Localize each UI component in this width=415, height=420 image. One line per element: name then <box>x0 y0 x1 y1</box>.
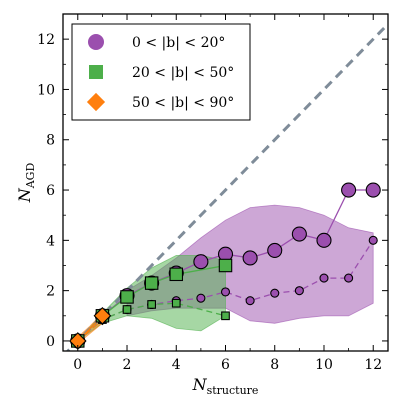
point-lower-series-2 <box>147 300 156 309</box>
legend-marker-2 <box>89 65 103 79</box>
legend-label-2: 20 < |b| < 50° <box>132 65 234 81</box>
x-tick-label: 10 <box>315 357 333 373</box>
x-axis-label: Nstructure <box>192 375 259 397</box>
legend-label-3: 50 < |b| < 90° <box>132 95 234 111</box>
point-upper-series-2 <box>169 267 184 282</box>
y-tick-label: 12 <box>37 32 55 48</box>
point-upper-series-2 <box>218 258 233 273</box>
point-upper-series-1 <box>291 226 307 242</box>
legend-marker-3 <box>86 92 106 112</box>
y-tick-label: 6 <box>46 183 55 199</box>
legend: 0 < |b| < 20° 20 < |b| < 50° 50 < |b| < 90… <box>71 23 251 121</box>
x-axis-label-sub: structure <box>207 384 259 397</box>
point-lower-series-1 <box>368 235 378 245</box>
x-tick-label: 0 <box>73 357 82 373</box>
point-upper-series-1 <box>267 242 283 258</box>
x-tick-label: 6 <box>221 357 230 373</box>
point-lower-series-2 <box>221 311 230 321</box>
point-upper-series-2 <box>120 290 134 304</box>
point-lower-series-1 <box>344 273 354 283</box>
point-lower-series-1 <box>196 293 206 303</box>
x-axis-label-main: N <box>192 375 208 394</box>
point-lower-series-2 <box>171 298 181 308</box>
point-lower-series-1 <box>245 296 255 306</box>
confidence-bands <box>77 204 374 345</box>
axis-ticks: 0 2 4 6 8 10 12 0 2 4 6 8 10 12 <box>37 14 388 373</box>
y-tick-label: 2 <box>46 284 55 300</box>
y-axis-label-main: N <box>15 187 34 203</box>
y-tick-label: 8 <box>46 133 55 149</box>
y-axis-label: NAGD <box>15 163 37 204</box>
point-upper-series-1 <box>365 182 381 198</box>
point-upper-series-1 <box>242 250 258 266</box>
point-lower-series-1 <box>270 288 280 298</box>
legend-marker-1 <box>88 34 104 50</box>
line-lower-series-2 <box>77 302 226 342</box>
y-tick-label: 10 <box>37 82 55 98</box>
y-tick-label: 0 <box>46 334 55 350</box>
point-upper-series-2 <box>144 276 159 290</box>
legend-label-1: 0 < |b| < 20° <box>132 35 225 51</box>
point-lower-series-1 <box>294 286 304 296</box>
point-lower-series-2 <box>122 305 132 314</box>
x-tick-label: 8 <box>270 357 279 373</box>
x-tick-label: 2 <box>123 357 132 373</box>
point-upper-series-1 <box>341 182 357 198</box>
y-tick-label: 4 <box>46 233 55 249</box>
x-tick-label: 4 <box>172 357 181 373</box>
point-upper-series-3 <box>93 306 112 325</box>
x-tick-label: 12 <box>364 357 382 373</box>
series-markers <box>68 182 381 350</box>
point-upper-series-1 <box>316 232 332 248</box>
point-lower-series-1 <box>319 273 329 283</box>
point-upper-series-1 <box>193 254 209 270</box>
one-to-one-line <box>65 23 388 351</box>
one-to-one-line-group <box>65 23 388 351</box>
y-axis-label-sub: AGD <box>24 163 37 190</box>
point-lower-series-1 <box>220 287 231 297</box>
